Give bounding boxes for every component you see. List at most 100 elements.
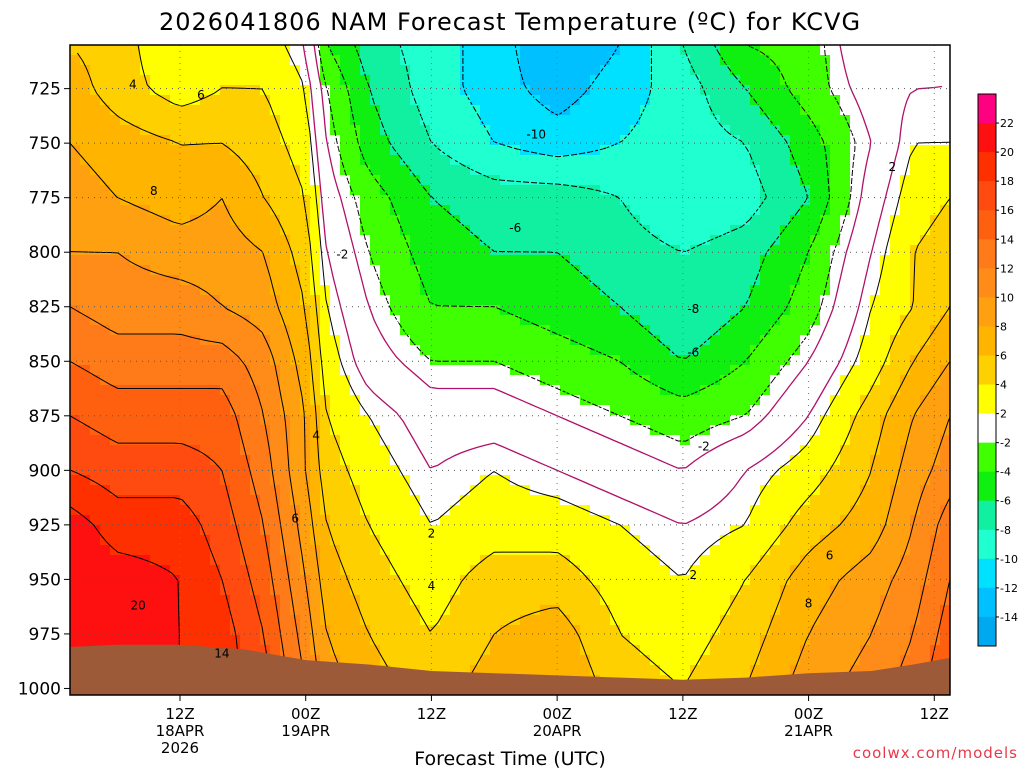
field-cell (930, 285, 941, 296)
field-cell (750, 365, 761, 376)
field-cell (180, 115, 191, 126)
field-cell (320, 215, 331, 226)
field-cell (340, 525, 351, 536)
field-cell (230, 155, 241, 166)
field-cell (240, 345, 251, 356)
field-cell (250, 355, 261, 366)
field-cell (240, 435, 251, 446)
field-cell (700, 585, 711, 596)
field-cell (170, 55, 181, 66)
field-cell (490, 315, 501, 326)
field-cell (910, 575, 921, 586)
field-cell (870, 115, 881, 126)
field-cell (680, 335, 691, 346)
field-cell (870, 415, 881, 426)
field-cell (380, 415, 391, 426)
field-cell (730, 225, 741, 236)
field-cell (120, 325, 131, 336)
field-cell (110, 205, 121, 216)
field-cell (690, 45, 701, 56)
field-cell (430, 455, 441, 466)
field-cell (730, 595, 741, 606)
field-cell (590, 575, 601, 586)
field-cell (510, 85, 521, 96)
field-cell (300, 75, 311, 86)
field-cell (460, 385, 471, 396)
field-cell (620, 195, 631, 206)
field-cell (410, 545, 421, 556)
field-cell (360, 455, 371, 466)
field-cell (480, 295, 491, 306)
field-cell (80, 65, 91, 76)
field-cell (340, 295, 351, 306)
field-cell (560, 245, 571, 256)
field-cell (600, 255, 611, 266)
field-cell (590, 295, 601, 306)
field-cell (490, 495, 501, 506)
field-cell (880, 515, 891, 526)
field-cell (720, 285, 731, 296)
field-cell (700, 385, 711, 396)
field-cell (510, 415, 521, 426)
field-cell (550, 305, 561, 316)
field-cell (660, 605, 671, 616)
field-cell (100, 155, 111, 166)
field-cell (610, 145, 621, 156)
field-cell (250, 455, 261, 466)
field-cell (610, 605, 621, 616)
field-cell (560, 275, 571, 286)
field-cell (490, 255, 501, 266)
field-cell (450, 465, 461, 476)
field-cell (70, 435, 81, 446)
field-cell (630, 555, 641, 566)
field-cell (220, 135, 231, 146)
field-cell (840, 175, 851, 186)
field-cell (240, 155, 251, 166)
field-cell (470, 295, 481, 306)
field-cell (240, 195, 251, 206)
field-cell (780, 155, 791, 166)
field-cell (730, 465, 741, 476)
field-cell (860, 315, 871, 326)
field-cell (290, 445, 301, 456)
field-cell (590, 135, 601, 146)
field-cell (700, 195, 711, 206)
field-cell (540, 485, 551, 496)
field-cell (810, 515, 821, 526)
field-cell (840, 485, 851, 496)
field-cell (500, 105, 511, 116)
field-cell (510, 215, 521, 226)
field-cell (540, 325, 551, 336)
field-cell (300, 395, 311, 406)
field-cell (170, 205, 181, 216)
field-cell (340, 345, 351, 356)
field-cell (380, 525, 391, 536)
field-cell (720, 555, 731, 566)
field-cell (880, 165, 891, 176)
field-cell (930, 565, 941, 576)
field-cell (130, 345, 141, 356)
field-cell (640, 235, 651, 246)
field-cell (850, 55, 861, 66)
field-cell (230, 455, 241, 466)
field-cell (310, 365, 321, 376)
field-cell (880, 405, 891, 416)
field-cell (200, 205, 211, 216)
field-cell (720, 565, 731, 576)
field-cell (920, 425, 931, 436)
field-cell (780, 475, 791, 486)
field-cell (430, 255, 441, 266)
field-cell (100, 55, 111, 66)
field-cell (660, 485, 671, 496)
field-cell (790, 465, 801, 476)
field-cell (180, 325, 191, 336)
field-cell (580, 225, 591, 236)
field-cell (770, 45, 781, 56)
field-cell (640, 135, 651, 146)
field-cell (240, 445, 251, 456)
field-cell (640, 445, 651, 456)
field-cell (470, 255, 481, 266)
field-cell (220, 575, 231, 586)
field-cell (600, 475, 611, 486)
field-cell (760, 215, 771, 226)
